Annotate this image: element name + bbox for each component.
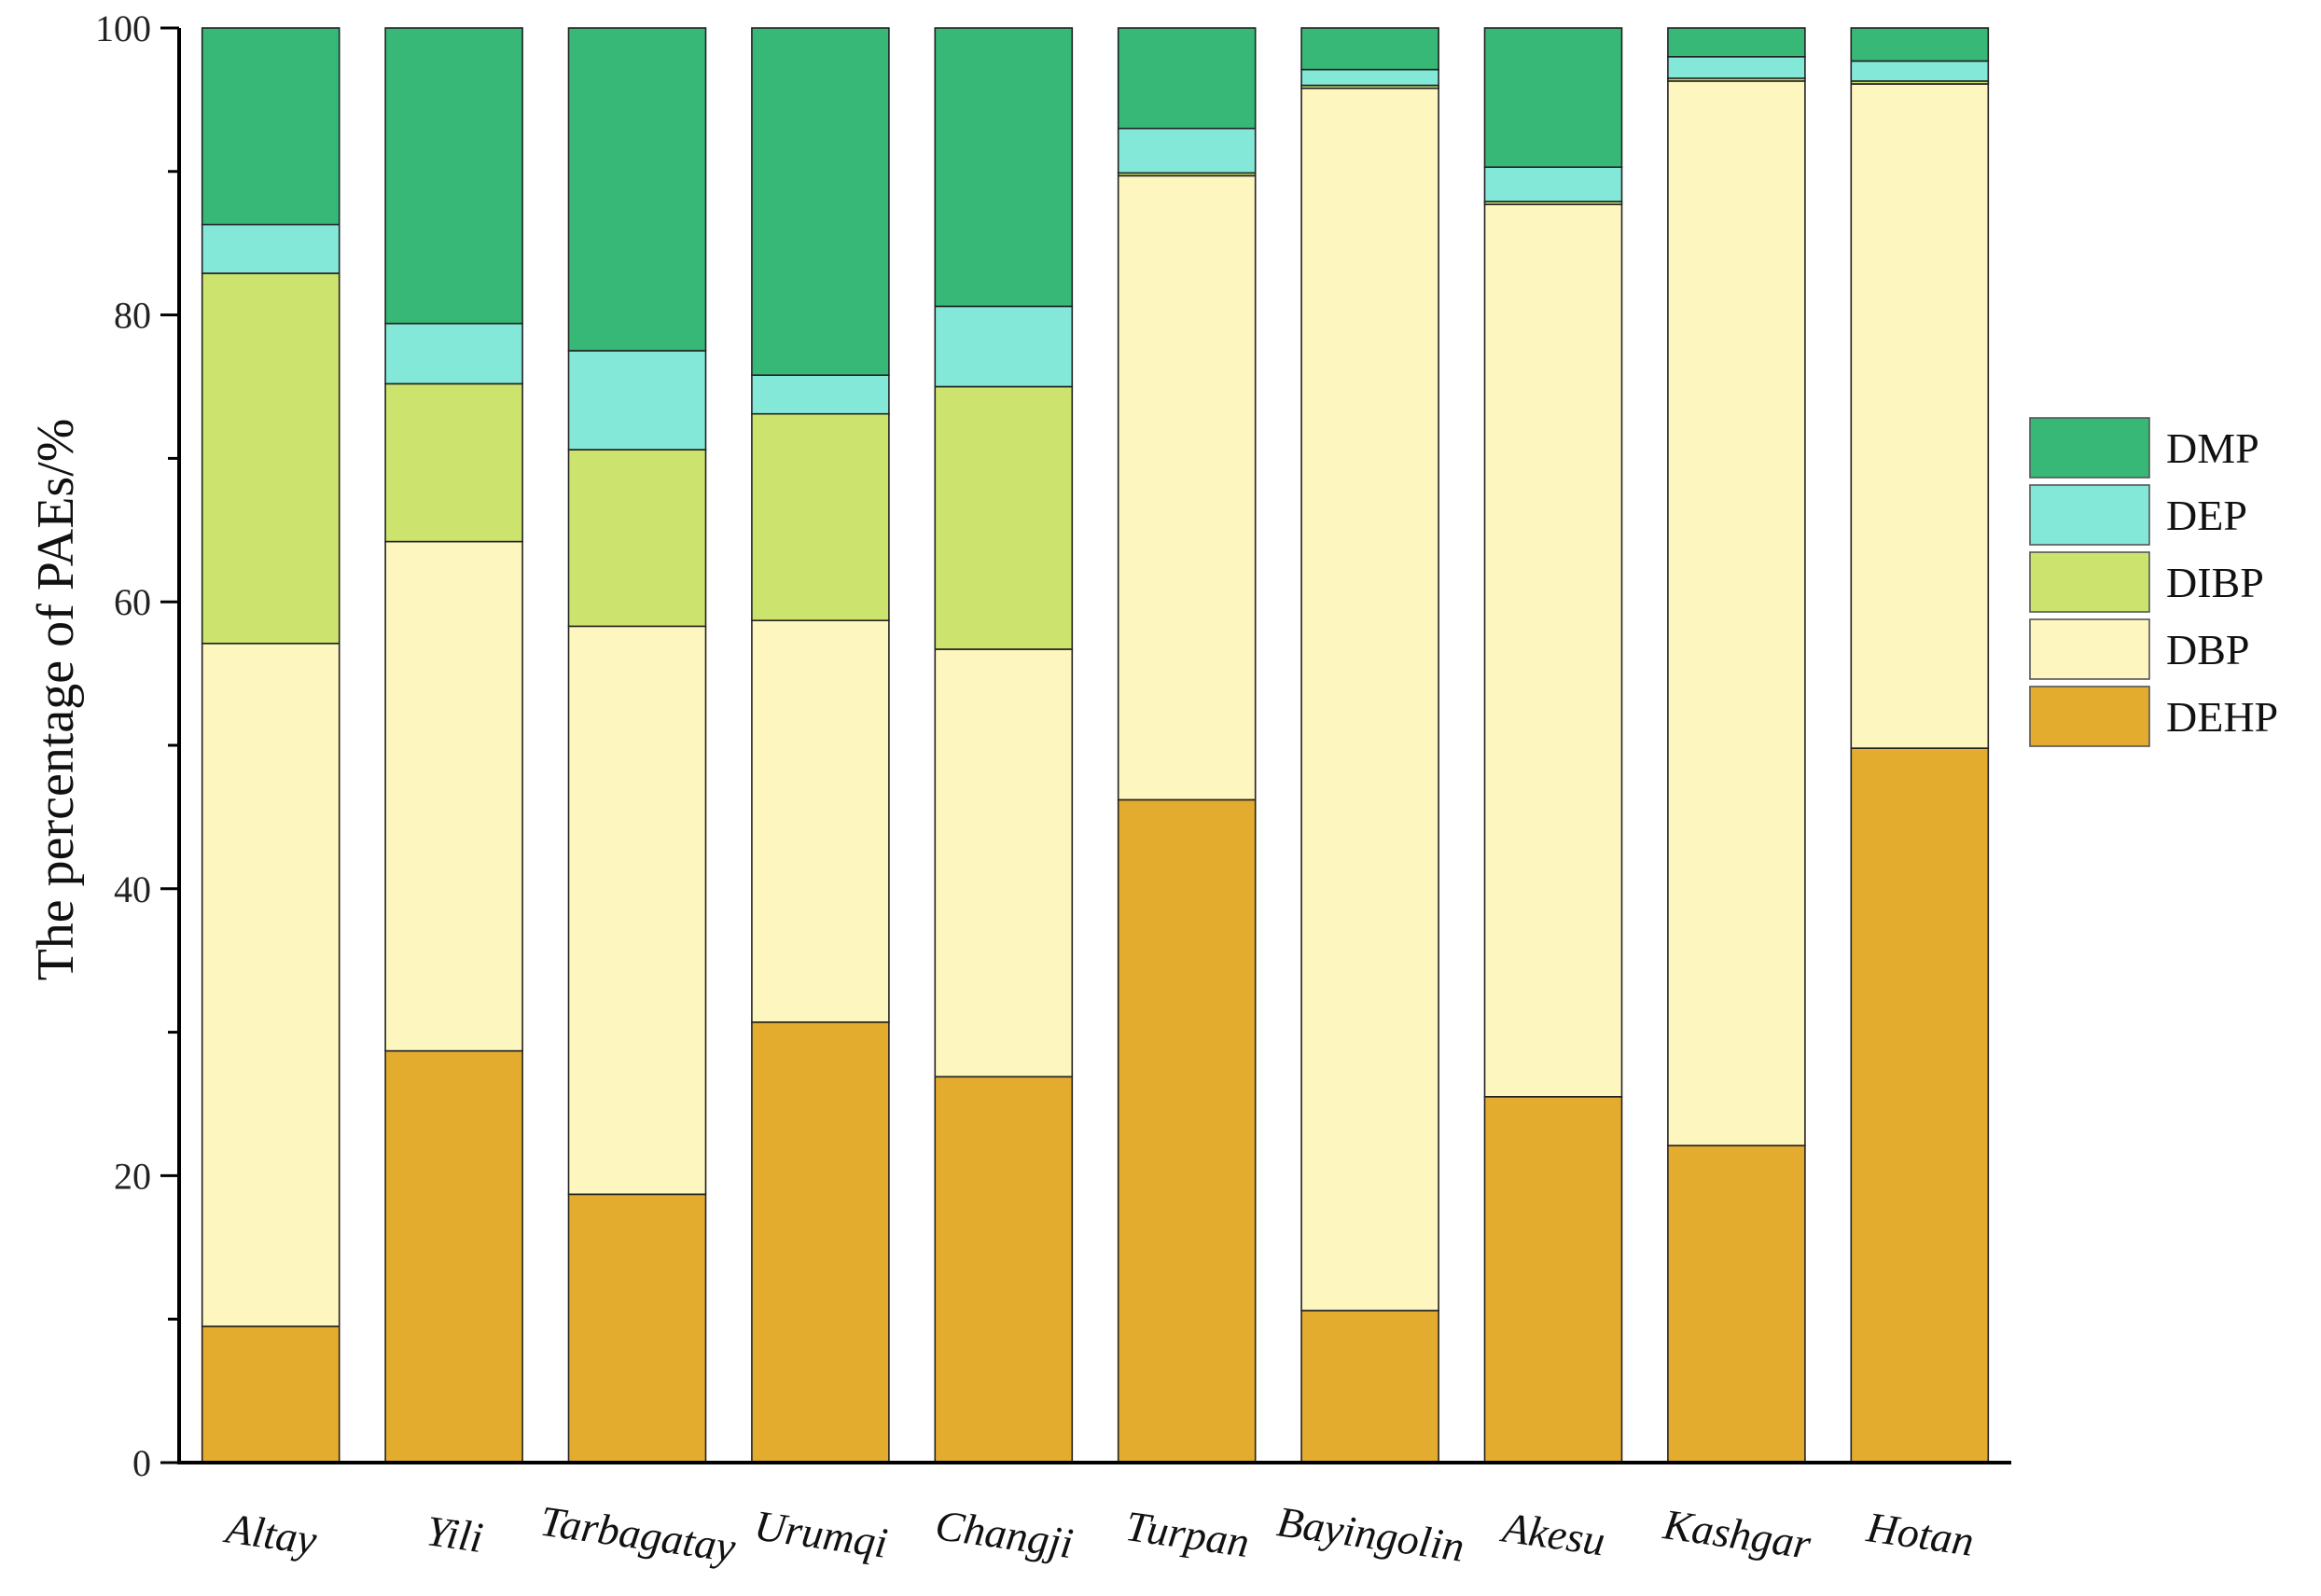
bar-dep-akesu bbox=[1483, 166, 1623, 202]
bar-dep-kashgar bbox=[1667, 55, 1806, 79]
y-axis-title: The percentage of PAEs/% bbox=[27, 419, 85, 981]
y-tick-label: 100 bbox=[95, 7, 151, 49]
bar-dmp-urumqi bbox=[751, 27, 890, 377]
legend-label-dep: DEP bbox=[2166, 492, 2247, 539]
axes: Altay Yili Tarbagatay Urumqi Changji Turpan Ba… bbox=[95, 7, 2011, 1572]
legend-swatch-dbp bbox=[2029, 618, 2150, 680]
bar-dehp-altay bbox=[201, 1325, 341, 1464]
bar-dibp-yili bbox=[384, 382, 523, 543]
bar-dbp-tarbagatay bbox=[567, 625, 707, 1196]
legend-swatch-dibp bbox=[2029, 551, 2150, 613]
bar-dep-turpan bbox=[1117, 127, 1257, 174]
legend-label-dmp: DMP bbox=[2166, 424, 2259, 472]
bar-dibp-tarbagatay bbox=[567, 449, 707, 628]
bar-dmp-akesu bbox=[1483, 27, 1623, 168]
x-tick-label: Akesu bbox=[1497, 1503, 1608, 1564]
y-tick-label: 60 bbox=[114, 581, 151, 623]
bar-dbp-turpan bbox=[1117, 174, 1257, 801]
bar-dibp-changji bbox=[934, 385, 1074, 650]
bar-dep-hotan bbox=[1850, 60, 1990, 82]
legend-label-dehp: DEHP bbox=[2166, 693, 2278, 741]
bar-dmp-altay bbox=[201, 27, 341, 226]
bar-dmp-bayingolin bbox=[1300, 27, 1439, 71]
bar-dibp-altay bbox=[201, 272, 341, 645]
bar-dbp-yili bbox=[384, 540, 523, 1052]
bar-dep-changji bbox=[934, 305, 1074, 388]
bar-dbp-changji bbox=[934, 648, 1074, 1078]
bar-dehp-kashgar bbox=[1667, 1145, 1806, 1464]
x-tick-label: Bayingolin bbox=[1274, 1497, 1467, 1571]
y-tick-label: 80 bbox=[114, 295, 151, 337]
bar-dep-urumqi bbox=[751, 374, 890, 415]
bar-dmp-tarbagatay bbox=[567, 27, 707, 352]
bar-dep-tarbagatay bbox=[567, 350, 707, 451]
bar-dehp-urumqi bbox=[751, 1021, 890, 1464]
x-tick-label: Tarbagatay bbox=[537, 1497, 739, 1572]
bar-dbp-altay bbox=[201, 642, 341, 1327]
bar-dehp-changji bbox=[934, 1076, 1074, 1464]
legend-label-dbp: DBP bbox=[2166, 626, 2249, 673]
legend-label-dibp: DIBP bbox=[2166, 559, 2264, 606]
bar-dibp-urumqi bbox=[751, 412, 890, 622]
x-tick-label: Yili bbox=[424, 1506, 486, 1561]
y-tick-label: 20 bbox=[114, 1155, 151, 1197]
x-tick-label: Turpan bbox=[1123, 1502, 1253, 1566]
bar-dmp-kashgar bbox=[1667, 27, 1806, 58]
bar-dehp-tarbagatay bbox=[567, 1193, 707, 1464]
bar-dehp-bayingolin bbox=[1300, 1310, 1439, 1464]
bar-dbp-bayingolin bbox=[1300, 87, 1439, 1311]
bar-dmp-hotan bbox=[1850, 27, 1990, 62]
bar-dmp-turpan bbox=[1117, 27, 1257, 130]
x-tick-label: Altay bbox=[220, 1504, 320, 1564]
bar-dep-bayingolin bbox=[1300, 68, 1439, 87]
bar-dep-yili bbox=[384, 322, 523, 385]
bar-dbp-akesu bbox=[1483, 203, 1623, 1098]
bar-dmp-yili bbox=[384, 27, 523, 325]
bar-dehp-hotan bbox=[1850, 747, 1990, 1464]
x-tick-label: Urumqi bbox=[752, 1501, 891, 1566]
bar-dmp-changji bbox=[934, 27, 1074, 308]
bar-dep-altay bbox=[201, 223, 341, 274]
bar-dehp-turpan bbox=[1117, 798, 1257, 1464]
x-tick-label: Kashgar bbox=[1660, 1500, 1814, 1568]
legend: DMP DEP DIBP DBP DEHP bbox=[2029, 417, 2278, 747]
bar-dehp-yili bbox=[384, 1049, 523, 1464]
bar-dbp-urumqi bbox=[751, 619, 890, 1023]
x-tick-label: Changji bbox=[933, 1501, 1077, 1567]
plot-area bbox=[201, 27, 1990, 1464]
bar-dbp-hotan bbox=[1850, 83, 1990, 749]
y-tick-label: 40 bbox=[114, 868, 151, 910]
y-tick-label: 0 bbox=[132, 1442, 151, 1484]
legend-swatch-dmp bbox=[2029, 417, 2150, 479]
x-tick-label: Hotan bbox=[1863, 1503, 1977, 1565]
bar-dbp-kashgar bbox=[1667, 80, 1806, 1146]
legend-swatch-dep bbox=[2029, 484, 2150, 546]
legend-swatch-dehp bbox=[2029, 686, 2150, 747]
bar-dehp-akesu bbox=[1483, 1096, 1623, 1464]
